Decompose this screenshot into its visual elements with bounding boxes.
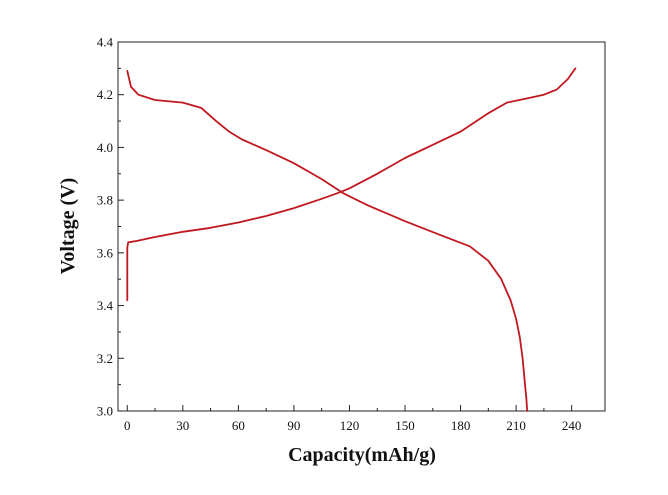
y-tick-label: 3.6: [97, 245, 114, 260]
x-tick-label: 210: [506, 418, 526, 433]
x-tick-label: 120: [340, 418, 360, 433]
x-tick-label: 150: [395, 418, 415, 433]
y-axis-label: Voltage (V): [57, 178, 79, 274]
series-layer: [126, 67, 577, 412]
y-tick-label: 3.8: [97, 193, 113, 208]
y-tick-label: 3.0: [97, 404, 113, 419]
x-tick-label: 60: [232, 418, 245, 433]
x-tick-label: 240: [562, 418, 582, 433]
x-axis-ticks: 0 30 60 90 120 150 180 210 240: [124, 405, 581, 433]
y-tick-label: 4.2: [97, 87, 113, 102]
y-axis-ticks: 3.0 3.2 3.4 3.6 3.8 4.0 4.2 4.4: [97, 35, 124, 419]
x-axis-label: Capacity(mAh/g): [288, 444, 436, 466]
series-line-2: [126, 70, 529, 412]
series-line-1: [126, 67, 577, 302]
x-tick-label: 30: [176, 418, 189, 433]
y-tick-label: 4.0: [97, 140, 113, 155]
x-tick-label: 0: [124, 418, 131, 433]
x-tick-label: 90: [287, 418, 300, 433]
y-tick-label: 3.2: [97, 351, 113, 366]
x-tick-label: 180: [451, 418, 471, 433]
y-tick-label: 3.4: [97, 298, 114, 313]
y-tick-label: 4.4: [97, 35, 114, 50]
